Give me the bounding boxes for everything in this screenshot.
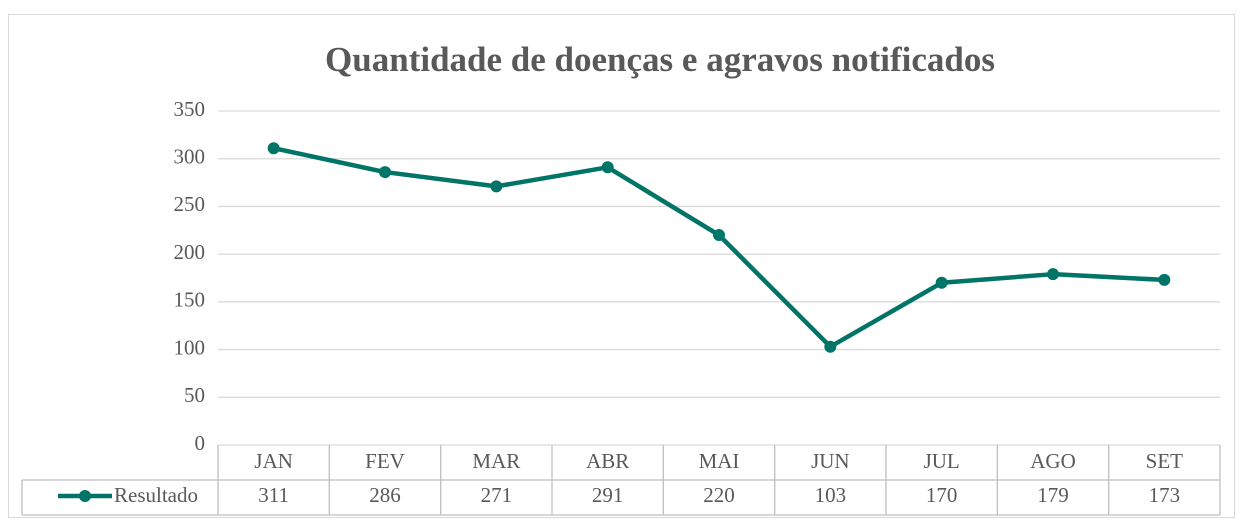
x-tick-label: ABR (586, 449, 629, 473)
marker (824, 340, 837, 353)
table-value: 291 (592, 483, 624, 507)
table-value: 103 (815, 483, 847, 507)
x-tick-label: MAI (699, 449, 740, 473)
table-value: 179 (1037, 483, 1069, 507)
table-value: 173 (1149, 483, 1181, 507)
table-value: 311 (258, 483, 289, 507)
table-value: 271 (481, 483, 513, 507)
marker (1047, 268, 1059, 281)
x-tick-label: JAN (254, 449, 293, 473)
marker (935, 276, 948, 289)
y-tick-label: 50 (184, 383, 205, 407)
chart-title: Quantidade de doenças e agravos notifica… (325, 40, 995, 79)
marker (379, 166, 391, 179)
y-tick-label: 350 (174, 97, 206, 121)
marker (1158, 273, 1171, 286)
marker (601, 161, 614, 174)
y-tick-label: 250 (174, 192, 206, 216)
y-tick-label: 200 (174, 240, 206, 264)
legend-label: Resultado (114, 483, 198, 507)
y-tick-label: 300 (174, 145, 206, 169)
x-tick-label: JUN (811, 449, 850, 473)
y-tick-label: 100 (174, 335, 206, 359)
table-value: 220 (703, 483, 735, 507)
marker (490, 180, 503, 193)
x-tick-label: FEV (365, 449, 405, 473)
y-tick-label: 150 (174, 288, 206, 312)
table-value: 170 (926, 483, 958, 507)
table-value: 286 (369, 483, 401, 507)
legend-key-marker (79, 490, 91, 502)
x-tick-label: SET (1146, 449, 1184, 473)
x-tick-label: MAR (472, 449, 520, 473)
x-tick-label: AGO (1030, 449, 1076, 473)
y-tick-label: 0 (195, 431, 206, 455)
marker (713, 229, 725, 242)
chart-border (8, 14, 1235, 518)
x-tick-label: JUL (924, 449, 960, 473)
marker (267, 142, 280, 155)
